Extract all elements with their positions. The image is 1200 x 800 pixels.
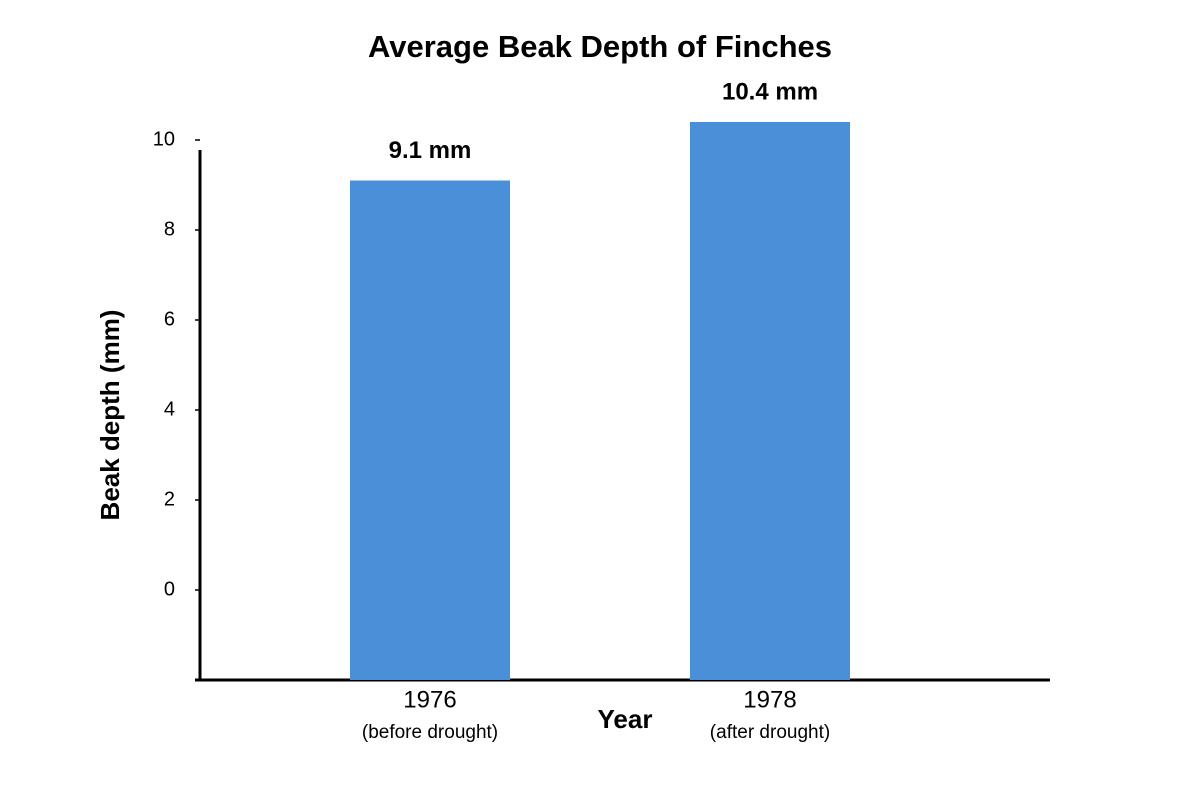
y-tick-label: 0 (164, 578, 175, 600)
x-axis-label: Year (598, 704, 653, 734)
value-label: 10.4 mm (722, 78, 818, 105)
y-tick-label: 6 (164, 308, 175, 330)
y-axis-label: Beak depth (mm) (95, 310, 125, 521)
chart-title: Average Beak Depth of Finches (368, 29, 832, 64)
y-tick-label: 8 (164, 218, 175, 240)
y-tick-label: 2 (164, 488, 175, 510)
bar (350, 180, 510, 680)
x-tick-note: (before drought) (362, 722, 498, 743)
x-tick-label: 1976 (403, 686, 456, 713)
y-tick-label: 4 (164, 398, 175, 420)
y-tick-label: 10 (153, 128, 175, 150)
bar (690, 122, 850, 680)
value-label: 9.1 mm (389, 137, 472, 164)
x-tick-note: (after drought) (710, 722, 830, 743)
x-tick-label: 1978 (743, 686, 796, 713)
